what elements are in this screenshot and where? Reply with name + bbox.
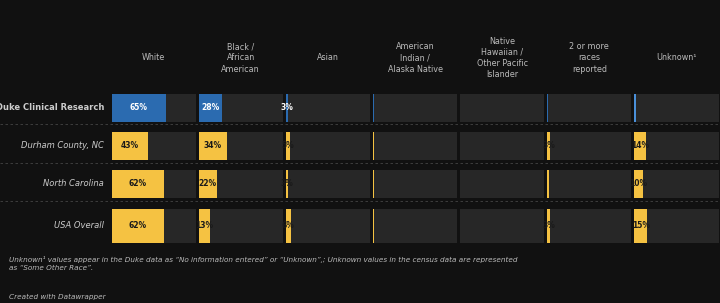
Bar xyxy=(547,94,548,122)
Bar xyxy=(286,209,370,243)
Bar xyxy=(199,209,283,243)
Text: 65%: 65% xyxy=(130,104,148,112)
Bar xyxy=(373,132,374,160)
Bar xyxy=(547,170,549,198)
Bar xyxy=(199,209,210,243)
Bar xyxy=(373,94,457,122)
Bar xyxy=(286,94,370,122)
Text: Durham County, NC: Durham County, NC xyxy=(21,142,104,151)
Bar xyxy=(547,132,631,160)
Text: 43%: 43% xyxy=(120,142,139,151)
Bar xyxy=(373,209,457,243)
Text: Unknown¹ values appear in the Duke data as “No information entered” or “Unknown”: Unknown¹ values appear in the Duke data … xyxy=(9,256,518,271)
Bar xyxy=(286,132,370,160)
Bar xyxy=(112,170,196,198)
Text: Black /
African
American: Black / African American xyxy=(222,42,260,74)
Text: 62%: 62% xyxy=(129,179,147,188)
Bar xyxy=(286,132,290,160)
Text: 15%: 15% xyxy=(631,221,649,231)
Bar xyxy=(199,132,228,160)
Bar xyxy=(286,170,370,198)
Text: 6%: 6% xyxy=(282,221,294,231)
Bar xyxy=(112,209,196,243)
Bar xyxy=(547,170,631,198)
Bar xyxy=(199,94,222,122)
Bar xyxy=(199,170,217,198)
Bar xyxy=(373,209,374,243)
Text: Asian: Asian xyxy=(317,54,339,62)
Bar xyxy=(112,94,166,122)
Text: 28%: 28% xyxy=(202,104,220,112)
Text: 13%: 13% xyxy=(195,221,213,231)
Text: 62%: 62% xyxy=(129,221,147,231)
Bar xyxy=(547,209,550,243)
Text: 3%: 3% xyxy=(281,179,294,188)
Bar xyxy=(373,132,457,160)
Text: White: White xyxy=(142,54,165,62)
Text: North Carolina: North Carolina xyxy=(43,179,104,188)
Bar xyxy=(199,94,283,122)
Bar xyxy=(634,132,646,160)
Text: 3%: 3% xyxy=(542,221,555,231)
Bar xyxy=(547,209,631,243)
Bar xyxy=(199,132,283,160)
Text: Unknown¹: Unknown¹ xyxy=(656,54,697,62)
Text: USA Overall: USA Overall xyxy=(54,221,104,231)
Bar xyxy=(199,170,283,198)
Text: 10%: 10% xyxy=(629,179,647,188)
Bar xyxy=(112,170,163,198)
Bar xyxy=(373,170,374,198)
Text: Native
Hawaiian /
Other Pacific
Islander: Native Hawaiian / Other Pacific Islander xyxy=(477,37,528,79)
Bar xyxy=(460,209,544,243)
Text: 22%: 22% xyxy=(199,179,217,188)
Text: 34%: 34% xyxy=(204,142,222,151)
Text: 2 or more
races
reported: 2 or more races reported xyxy=(570,42,609,74)
Bar xyxy=(112,94,196,122)
Text: American
Indian /
Alaska Native: American Indian / Alaska Native xyxy=(387,42,443,74)
Bar xyxy=(634,209,647,243)
Bar xyxy=(547,132,550,160)
Bar xyxy=(286,94,288,122)
Bar xyxy=(112,132,148,160)
Text: 14%: 14% xyxy=(631,142,649,151)
Bar xyxy=(634,94,636,122)
Bar xyxy=(634,132,719,160)
Bar xyxy=(460,94,544,122)
Text: 3%: 3% xyxy=(542,142,555,151)
Bar xyxy=(286,170,288,198)
Bar xyxy=(634,94,719,122)
Bar xyxy=(460,132,544,160)
Bar xyxy=(634,170,719,198)
Bar xyxy=(547,94,631,122)
Text: 3%: 3% xyxy=(281,104,294,112)
Bar xyxy=(460,170,544,198)
Bar xyxy=(634,170,643,198)
Bar xyxy=(112,209,163,243)
Bar xyxy=(634,209,719,243)
Bar xyxy=(112,132,196,160)
Text: Created with Datawrapper: Created with Datawrapper xyxy=(9,294,106,301)
Bar xyxy=(286,209,291,243)
Bar xyxy=(373,170,457,198)
Bar xyxy=(373,94,374,122)
Text: 5%: 5% xyxy=(282,142,294,151)
Text: Duke Clinical Research: Duke Clinical Research xyxy=(0,104,104,112)
